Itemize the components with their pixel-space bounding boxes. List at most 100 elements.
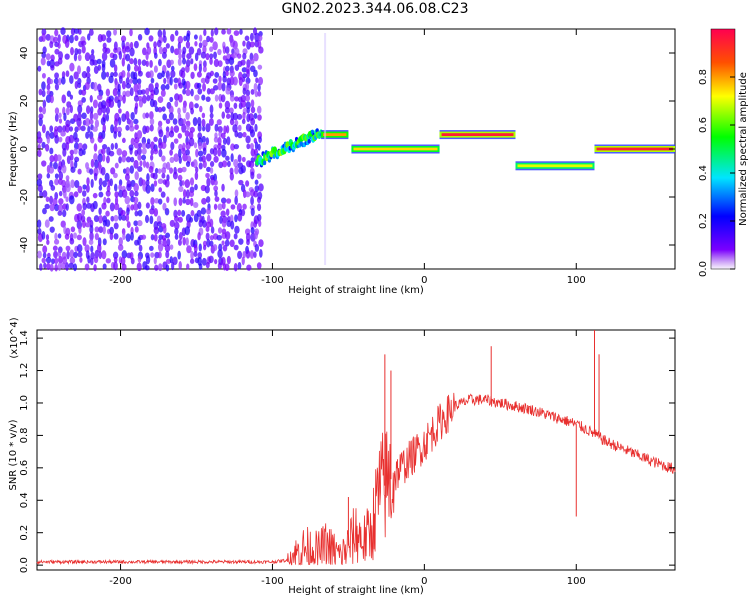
- noise-mark: [248, 160, 255, 169]
- noise-mark: [73, 71, 79, 80]
- noise-mark: [241, 118, 246, 125]
- noise-mark: [250, 207, 255, 217]
- noise-mark: [256, 203, 262, 212]
- noise-mark: [121, 215, 127, 221]
- noise-mark: [38, 106, 43, 113]
- noise-mark: [169, 219, 176, 228]
- noise-mark: [234, 96, 239, 102]
- ramp-mark: [263, 160, 267, 166]
- noise-mark: [105, 71, 110, 78]
- noise-mark: [54, 173, 59, 179]
- noise-mark: [234, 189, 239, 198]
- noise-mark: [214, 27, 219, 36]
- noise-mark: [116, 148, 123, 156]
- noise-mark: [45, 53, 51, 61]
- noise-mark: [182, 57, 187, 65]
- noise-mark: [193, 244, 198, 253]
- noise-mark: [253, 219, 258, 228]
- noise-mark: [230, 220, 235, 230]
- noise-mark: [57, 34, 61, 43]
- noise-mark: [234, 195, 238, 206]
- noise-mark: [213, 51, 217, 60]
- noise-mark: [133, 142, 140, 149]
- noise-mark: [185, 189, 190, 199]
- noise-mark: [90, 245, 94, 253]
- noise-mark: [162, 134, 167, 144]
- noise-mark: [76, 244, 83, 253]
- noise-mark: [114, 142, 118, 150]
- noise-mark: [232, 112, 239, 121]
- noise-mark: [129, 119, 134, 128]
- noise-mark: [190, 210, 195, 217]
- noise-mark: [97, 107, 103, 116]
- noise-mark: [185, 40, 191, 49]
- ramp-mark: [307, 138, 311, 144]
- noise-mark: [217, 249, 223, 259]
- noise-mark: [158, 58, 162, 67]
- noise-mark: [206, 166, 211, 173]
- noise-mark: [100, 166, 106, 176]
- noise-mark: [70, 166, 76, 173]
- noise-mark: [134, 190, 139, 197]
- noise-mark: [125, 233, 131, 242]
- noise-mark: [192, 202, 199, 209]
- noise-mark: [57, 57, 63, 65]
- noise-mark: [214, 71, 220, 78]
- noise-mark: [145, 184, 151, 194]
- noise-mark: [120, 256, 126, 266]
- noise-mark: [173, 153, 179, 163]
- noise-mark: [73, 53, 78, 62]
- noise-mark: [137, 78, 142, 85]
- noise-mark: [164, 244, 171, 253]
- noise-mark: [229, 70, 235, 77]
- noise-mark: [117, 131, 122, 138]
- noise-mark: [249, 32, 254, 42]
- noise-mark: [58, 136, 63, 143]
- noise-mark: [108, 150, 115, 157]
- noise-mark: [133, 183, 139, 192]
- noise-mark: [257, 76, 264, 86]
- noise-mark: [90, 178, 94, 188]
- noise-mark: [225, 87, 231, 95]
- noise-mark: [221, 82, 226, 92]
- noise-mark: [190, 88, 194, 97]
- noise-mark: [220, 132, 226, 139]
- noise-mark: [253, 148, 259, 156]
- noise-mark: [185, 111, 190, 121]
- noise-mark: [37, 65, 42, 72]
- noise-mark: [52, 197, 58, 207]
- noise-mark: [40, 57, 46, 66]
- noise-mark: [181, 123, 187, 133]
- noise-mark: [126, 221, 131, 229]
- colorbar-tick-label: 0.0: [698, 261, 709, 277]
- noise-mark: [53, 250, 58, 259]
- noise-mark: [213, 185, 219, 192]
- noise-mark: [249, 129, 256, 138]
- noise-mark: [194, 94, 200, 101]
- noise-mark: [244, 94, 251, 102]
- noise-mark: [49, 95, 54, 104]
- noise-mark: [110, 143, 115, 151]
- noise-mark: [108, 75, 114, 84]
- noise-mark: [145, 125, 150, 134]
- noise-mark: [153, 180, 158, 187]
- noise-mark: [238, 238, 244, 245]
- noise-mark: [46, 239, 50, 245]
- noise-mark: [253, 190, 259, 198]
- noise-mark: [145, 142, 151, 149]
- noise-mark: [129, 165, 135, 174]
- noise-mark: [54, 263, 58, 272]
- noise-mark: [116, 126, 123, 133]
- noise-mark: [203, 29, 207, 37]
- noise-mark: [73, 148, 78, 155]
- noise-mark: [94, 232, 99, 241]
- noise-mark: [232, 124, 238, 133]
- noise-mark: [198, 162, 203, 170]
- noise-mark: [205, 261, 210, 269]
- noise-mark: [253, 112, 258, 119]
- noise-mark: [37, 149, 42, 158]
- noise-mark: [78, 225, 82, 234]
- noise-mark: [41, 106, 47, 115]
- noise-mark: [120, 35, 127, 43]
- noise-mark: [225, 65, 230, 72]
